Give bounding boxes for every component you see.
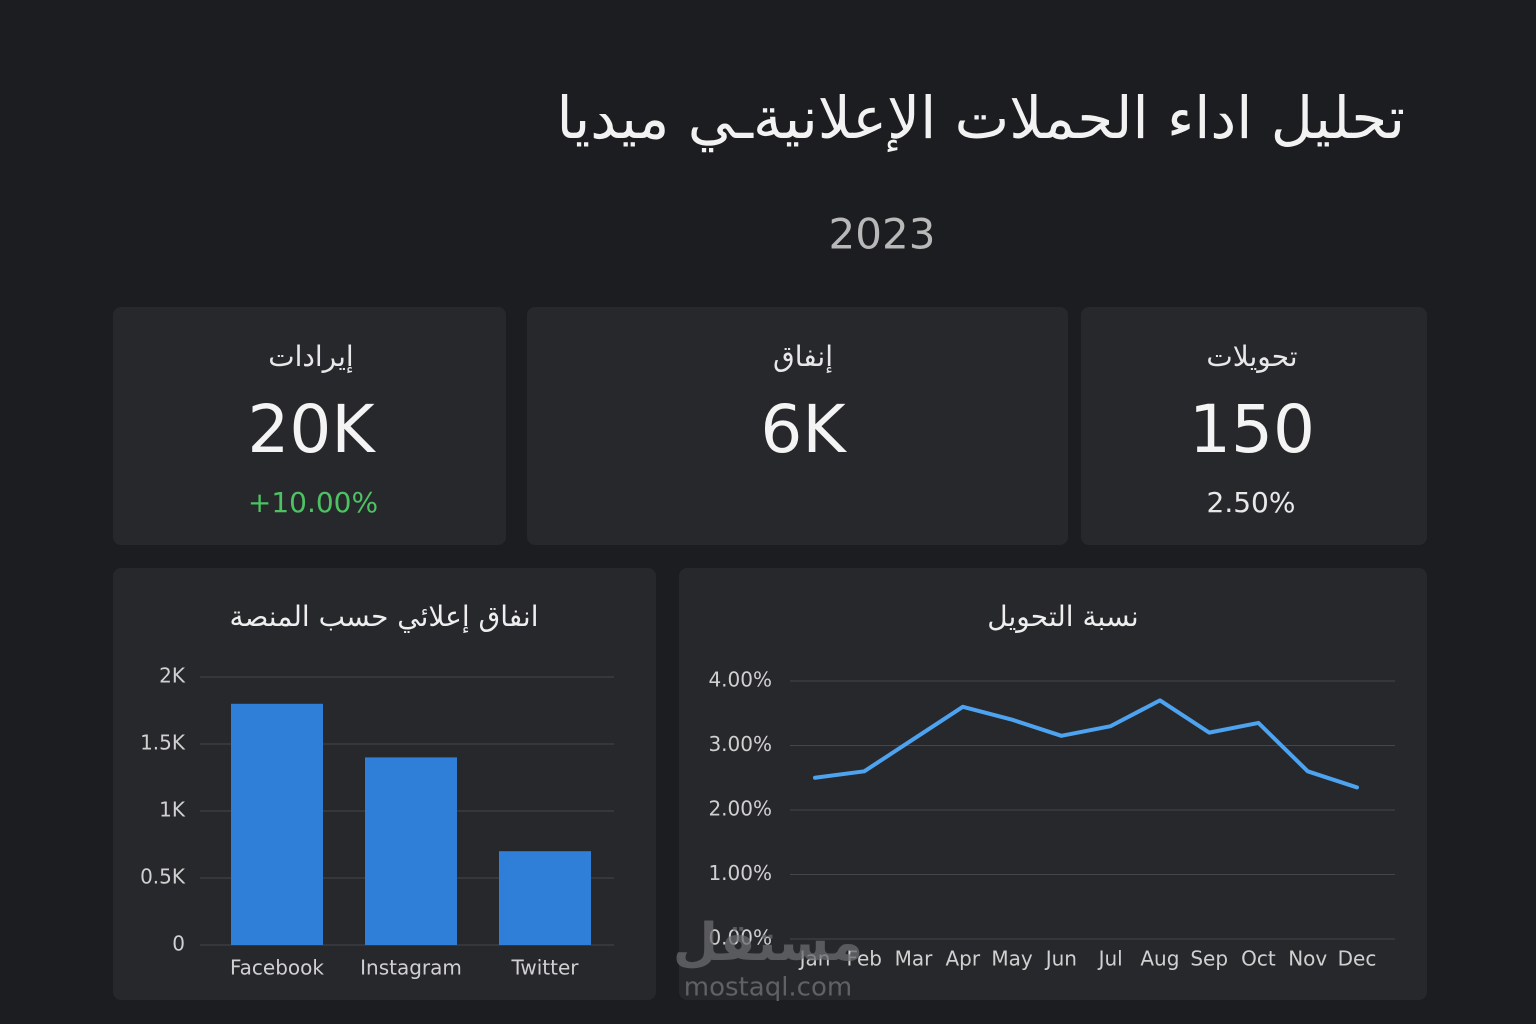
x-tick-label: Instagram [360,956,462,980]
kpi-change: 2.50% [1207,486,1296,519]
charts: انفاق إعلائي حسب المنصة 0 0.5K 1K 1.5K 2K Face… [140,600,1395,980]
x-tick-label: May [991,947,1033,971]
y-tick-label: 1.00% [708,861,772,885]
y-tick-label: 0.00% [708,926,772,950]
watermark-logo: مستقل [673,913,863,973]
kpi-value: 20K [247,391,376,468]
page-title: تحليل اداء الحملات الإعلانيةـي ميديا [556,84,1405,153]
x-tick-label: Mar [895,947,934,971]
x-tick-label: Jan [798,947,831,971]
chart-title: نسبة التحويل [987,600,1138,633]
kpi-value: 6K [760,391,847,468]
y-tick-label: 0 [172,932,185,956]
kpi-card [527,307,1068,545]
chart-card [679,568,1427,1000]
y-tick-label: 2K [159,664,186,688]
kpi-label: إنفاق [773,340,833,373]
y-tick-label: 0.5K [140,865,186,889]
x-tick-label: Facebook [230,956,324,980]
x-tick-label: Feb [847,947,882,971]
watermark-url: mostaql.com [684,973,852,1003]
kpi-card [113,307,506,545]
y-tick-label: 4.00% [708,668,772,692]
kpi-label: إيرادات [268,340,353,373]
chart-title: انفاق إعلائي حسب المنصة [229,600,538,633]
bar [499,851,591,945]
kpi-card [1081,307,1427,545]
x-tick-label: Dec [1338,947,1377,971]
y-tick-label: 2.00% [708,797,772,821]
x-tick-label: Jun [1044,947,1077,971]
x-tick-label: Apr [946,947,981,971]
x-tick-label: Sep [1190,947,1228,971]
y-tick-label: 1.5K [140,731,186,755]
y-tick-label: 1K [159,798,186,822]
x-tick-label: Oct [1241,947,1276,971]
kpi-label: تحويلات [1206,340,1297,373]
x-tick-label: Twitter [510,956,579,980]
page-subtitle: 2023 [829,210,936,259]
kpi-change: +10.00% [248,486,378,519]
x-tick-label: Nov [1288,947,1327,971]
kpi-value: 150 [1189,391,1315,468]
x-tick-label: Aug [1140,947,1179,971]
bar [231,703,323,945]
x-tick-label: Jul [1097,947,1123,971]
line [813,698,1359,790]
y-tick-label: 3.00% [708,732,772,756]
bar [365,757,457,945]
